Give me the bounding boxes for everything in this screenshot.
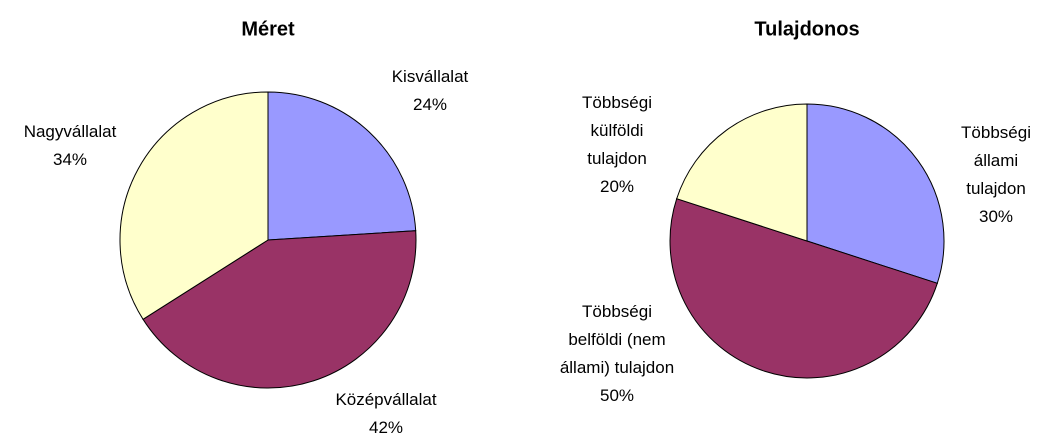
slice-category: Kisvállalat — [391, 67, 469, 86]
chart-title: Tulajdonos — [754, 18, 859, 40]
slice-label: Többségi állami tulajdon 30% — [946, 119, 1046, 231]
pie-slice — [806, 103, 945, 284]
slice-label: Nagyvállalat 34% — [0, 118, 150, 174]
slice-category: Többségi belföldi (nem állami) tulajdon — [559, 302, 675, 377]
pie-slice — [119, 91, 269, 320]
slice-category: Középvállalat — [335, 390, 437, 409]
slice-value: 20% — [599, 177, 635, 196]
slice-label: Többségi külföldi tulajdon 20% — [567, 89, 667, 201]
slice-value: 24% — [412, 95, 448, 114]
pie-slice — [267, 91, 417, 241]
pie-slice — [676, 103, 808, 242]
pie-slice — [669, 198, 938, 379]
pie-slice — [142, 230, 417, 389]
slice-value: 42% — [368, 418, 404, 437]
slice-label: Többségi belföldi (nem állami) tulajdon 5… — [557, 298, 677, 410]
slice-value: 34% — [52, 150, 88, 169]
slice-value: 50% — [599, 386, 635, 405]
slice-label: Kisvállalat 24% — [350, 63, 510, 119]
chart-title: Méret — [241, 18, 295, 40]
slice-category: Többségi állami tulajdon — [961, 123, 1031, 198]
slice-label: Középvállalat 42% — [296, 386, 476, 442]
slice-category: Többségi külföldi tulajdon — [582, 93, 652, 168]
slice-category: Nagyvállalat — [23, 122, 117, 141]
slice-value: 30% — [978, 207, 1014, 226]
